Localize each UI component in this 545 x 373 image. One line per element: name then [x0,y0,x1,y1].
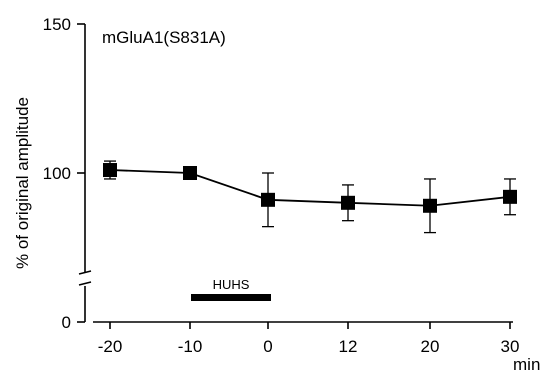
x-axis-title: min [513,355,540,373]
y-tick-label: 0 [62,313,71,332]
y-tick-label: 150 [43,15,71,34]
axes: 0 100 150 -20 -10 0 12 20 30 [43,15,520,356]
x-tick-label: 12 [339,337,358,356]
x-tick-label: 30 [501,337,520,356]
x-tick-label: 0 [263,337,272,356]
data-point [261,192,275,207]
chart-title: mGluA1(S831A) [102,28,226,47]
data-point [341,195,355,210]
annotation-bar [191,294,271,301]
data-point [103,163,117,178]
data-point [503,189,517,204]
x-tick-label: -20 [98,337,123,356]
x-tick-label: -10 [178,337,203,356]
chart-marks: HUHS [103,160,517,301]
y-tick-label: 100 [43,164,71,183]
series-line [109,169,511,207]
y-axis-title: % of original amplitude [13,97,32,269]
y-axis-break-mark-top [78,270,92,275]
annotation-label: HUHS [213,277,250,292]
y-axis-break-mark-bottom [78,281,92,286]
data-point [183,166,197,180]
x-tick-label: 20 [421,337,440,356]
data-point [423,198,437,213]
